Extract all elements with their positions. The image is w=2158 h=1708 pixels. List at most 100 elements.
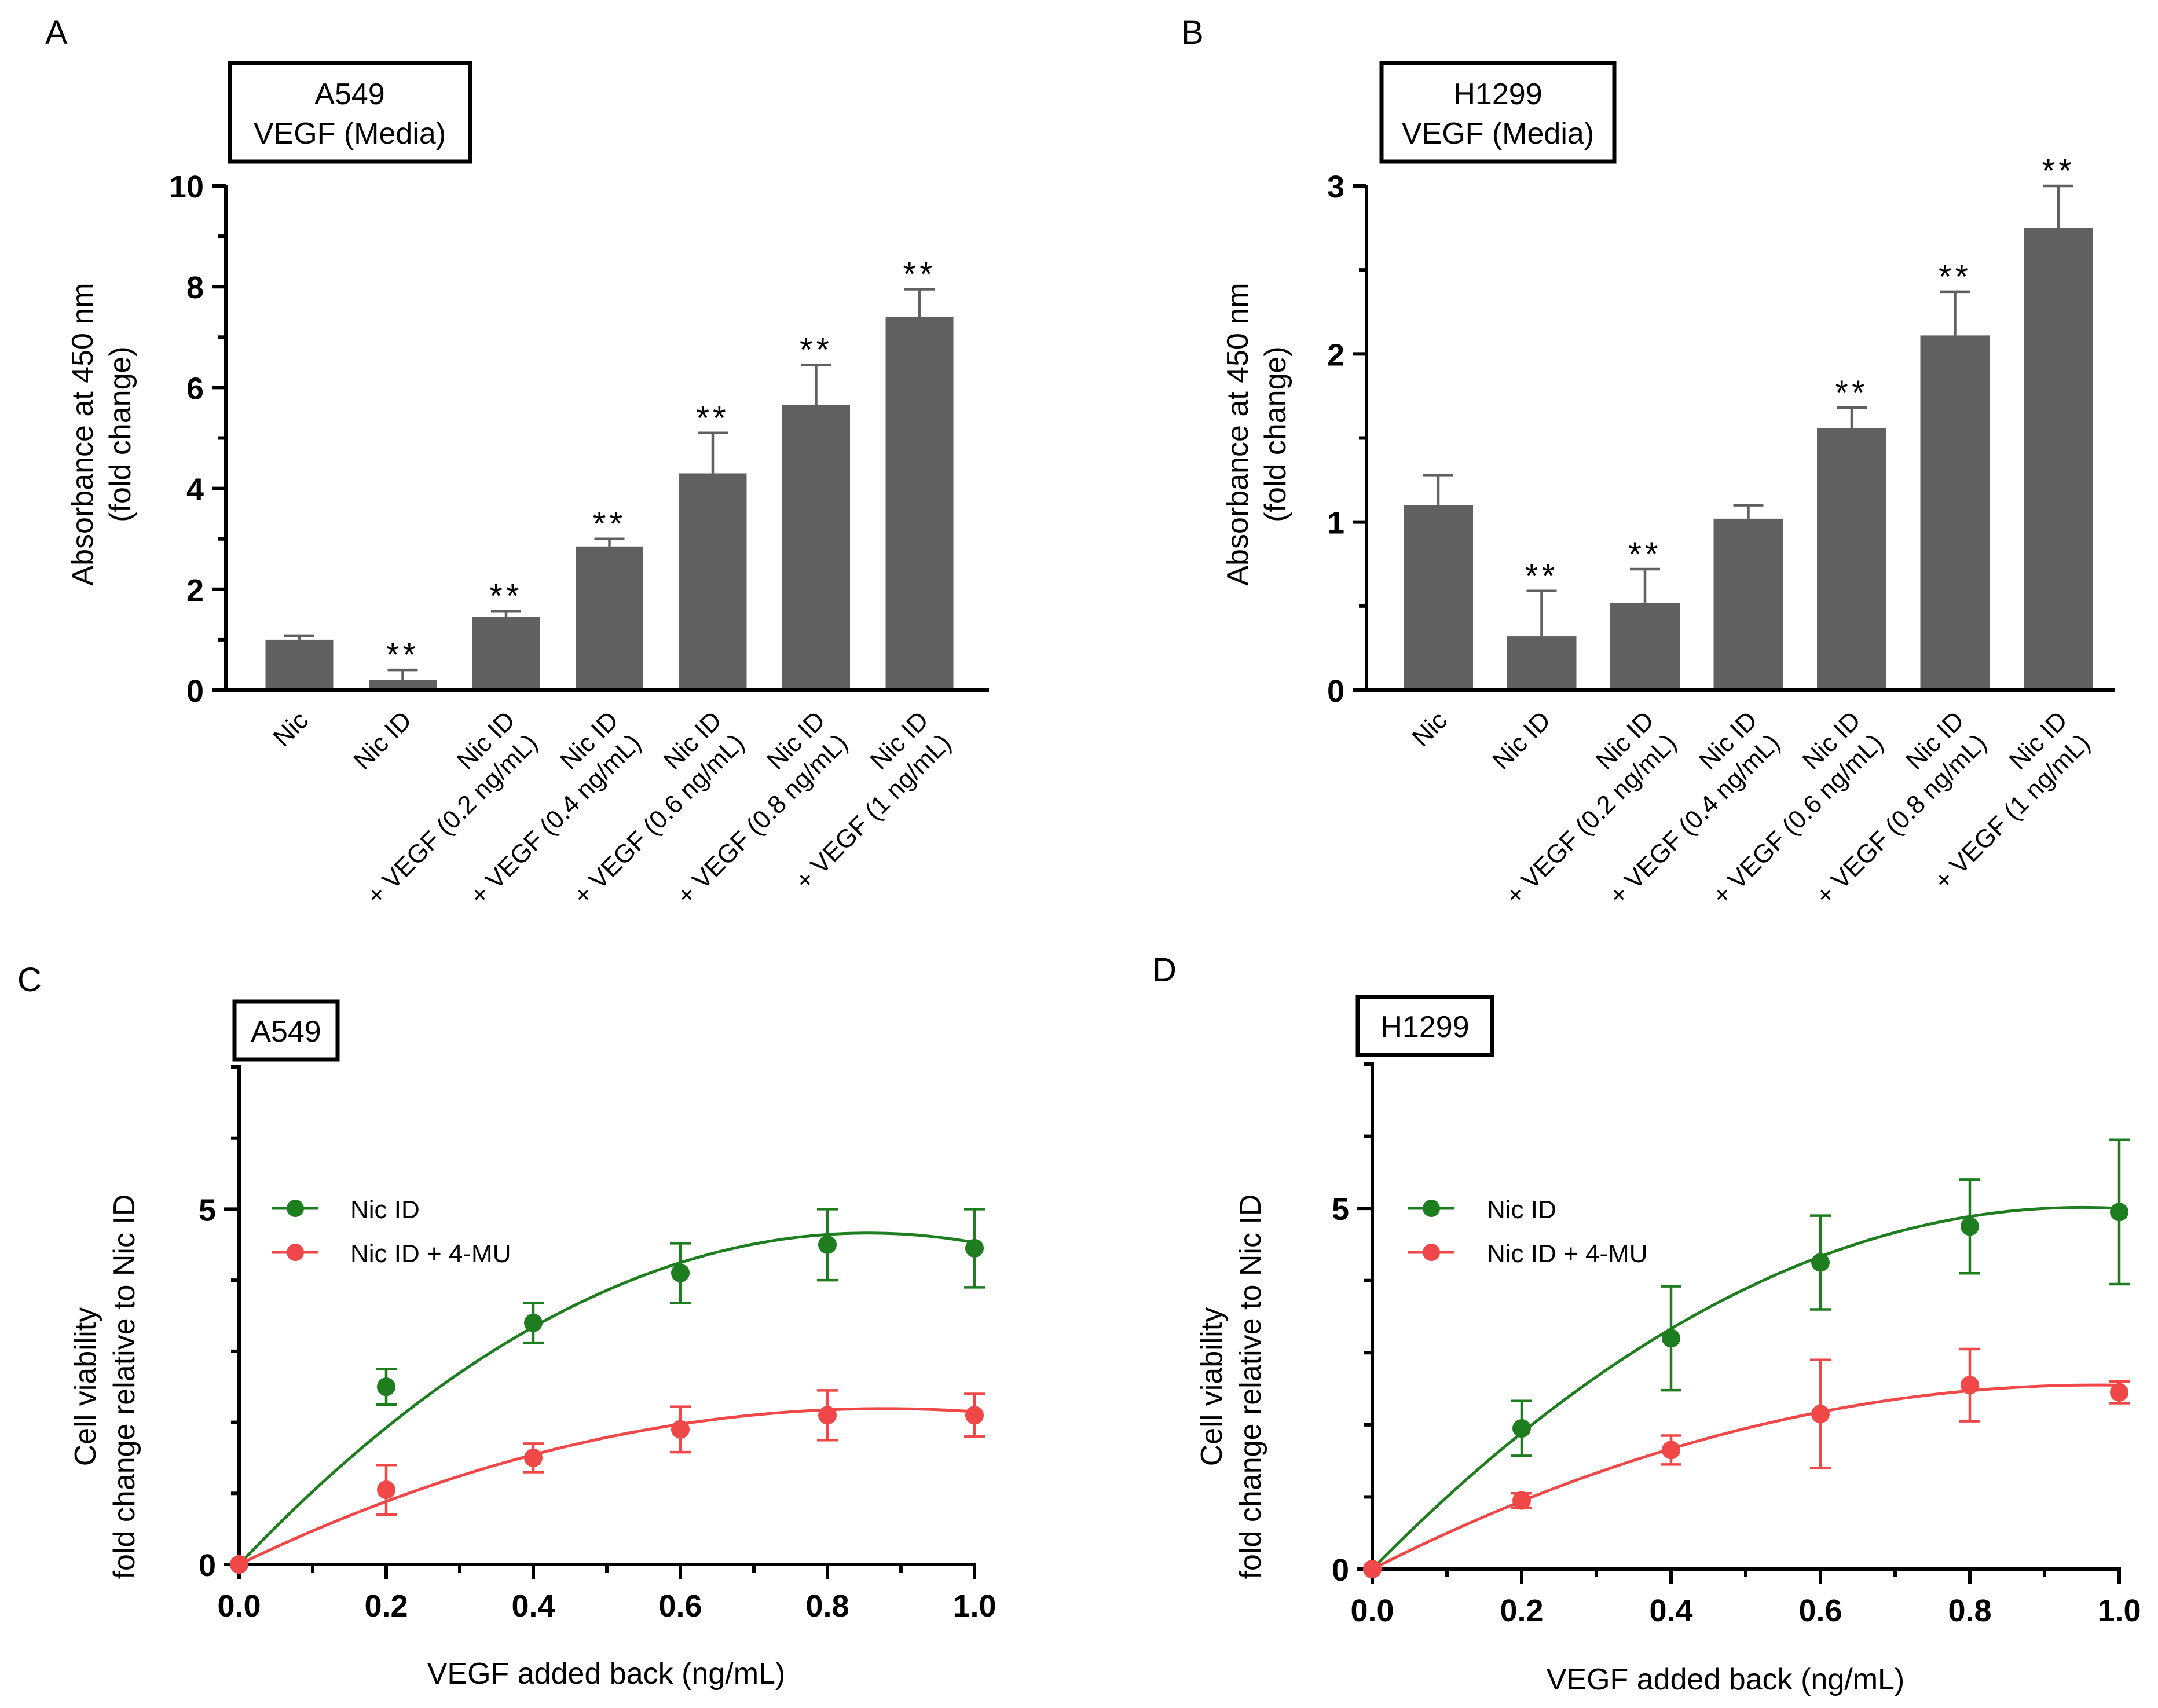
pc-x-tick-label: 0.4 [511,1589,555,1623]
pd-data-point [1363,1560,1382,1578]
panel-c-title: A549 [251,1015,321,1049]
pa-y-tick-label: 4 [186,472,204,507]
pb-significance-marker: ** [2042,152,2075,190]
pc-x-tick-label: 0.8 [805,1589,849,1623]
pd-x-tick-label: 0.8 [1948,1593,1991,1628]
pc-x-tick-label: 0.6 [658,1589,702,1623]
pc-data-point [818,1406,837,1425]
panel-a-title-line-2: VEGF (Media) [254,117,446,151]
pc-data-point [377,1480,395,1500]
panel-c-ylabel-line-1: Cell viability [69,1307,102,1467]
pa-significance-marker: ** [489,577,522,615]
pc-data-point [524,1448,543,1467]
pd-data-point [1961,1376,1979,1395]
pd-data-point [1512,1419,1531,1438]
panel-c-legend-marker-nic-id [287,1200,304,1217]
pc-data-point [377,1377,395,1397]
panel-d-title-box [1355,995,1494,1057]
pc-y-tick-label: 5 [199,1193,216,1227]
panel-d-legend-marker-nic-id-4mu [1423,1244,1440,1261]
pb-y-tick-label: 0 [1327,674,1344,709]
pb-bar [1507,636,1577,690]
panel-d-xlabel: VEGF added back (ng/mL) [1547,1663,1905,1696]
pd-data-point [2110,1203,2128,1222]
panel-a-ylabel-line-2: (fold change) [104,346,137,522]
pa-significance-marker: ** [696,399,729,437]
pc-data-point [965,1406,984,1425]
panel-d-ylabel-line-1: Cell viability [1195,1307,1229,1467]
panel-c-ylabel-line-2: fold change relative to Nic ID [108,1194,141,1579]
pa-bar [782,405,850,690]
pd-fit-curve [1371,1205,2120,1570]
pb-bar [1713,518,1783,690]
pb-bar [1817,428,1886,690]
panel-c-plot-area [230,1208,985,1574]
panel-d-legend: Nic ID Nic ID + 4-MU [1408,1196,1647,1268]
pa-y-tick-label: 0 [186,674,204,709]
panel-letter-d: D [1152,951,1177,989]
pb-bar [1404,505,1473,690]
pa-significance-marker: ** [800,331,833,369]
pa-bar [679,473,747,690]
panel-c-legend-label-nic-id: Nic ID [350,1196,420,1224]
panel-letter-c: C [17,961,42,999]
panel-d-scatter-chart: H1299 Cell viability fold change relativ… [1195,995,2141,1696]
panel-d-title: H1299 [1380,1010,1469,1044]
pd-data-point [1961,1217,1979,1236]
pb-y-tick-label: 2 [1327,338,1344,372]
panel-a-bars: ** ** ** ** ** ** [265,256,954,690]
pd-data-point [2110,1383,2128,1402]
panel-a-ylabel-line-1: Absorbance at 450 nm [66,283,100,585]
pb-y-tick-label: 1 [1327,506,1344,541]
panel-c-legend: Nic ID Nic ID + 4-MU [272,1196,511,1268]
panel-c-xlabel: VEGF added back (ng/mL) [427,1657,786,1691]
pc-x-tick-label: 0.0 [217,1589,261,1623]
pc-data-point [671,1263,690,1282]
pd-data-point [1662,1329,1680,1348]
pd-y-tick-label: 5 [1332,1192,1349,1227]
pb-y-tick-label: 3 [1327,170,1344,204]
pa-y-tick-label: 6 [186,371,204,406]
panel-a-title-line-1: A549 [314,78,384,111]
pb-significance-marker: ** [1525,558,1558,595]
pd-x-tick-label: 0.6 [1798,1593,1842,1628]
panel-b-bars: ** ** ** ** ** [1404,152,2093,690]
panel-a-title-box [228,61,472,164]
pc-y-tick-label: 0 [199,1548,216,1583]
panel-d-ylabel-line-2: fold change relative to Nic ID [1234,1194,1267,1579]
pd-x-tick-label: 0.0 [1350,1593,1394,1628]
pa-bar [472,617,540,690]
panel-c-scatter-chart: A549 Cell viability fold change relative… [69,999,996,1691]
panel-b-title-box [1379,61,1617,164]
panel-letter-b: B [1181,14,1204,52]
panel-b-ylabel-line-2: (fold change) [1259,346,1292,522]
panel-d-ticks: 0.0 0.2 0.4 0.6 0.8 1.0 0 5 [1332,1062,2141,1628]
pd-y-tick-label: 0 [1332,1553,1349,1588]
pd-data-point [1811,1253,1830,1272]
panel-b-y-ticks: 0 1 2 3 [1327,170,1366,709]
pd-data-point [1512,1491,1531,1510]
panel-d-legend-label-nic-id-4mu: Nic ID + 4-MU [1487,1240,1647,1268]
pc-data-point [671,1420,690,1439]
panel-c-legend-label-nic-id-4mu: Nic ID + 4-MU [350,1240,511,1268]
panel-c-title-box [232,999,340,1062]
pd-fit-curve [1371,1383,2120,1571]
pd-data-point [1662,1441,1680,1460]
panel-d-legend-marker-nic-id [1423,1200,1440,1217]
pa-y-tick-label: 10 [169,170,204,204]
pb-bar [1920,335,1990,690]
pa-significance-marker: ** [593,505,626,543]
pa-bar [265,639,334,690]
pa-significance-marker: ** [386,636,419,674]
panel-a-y-ticks: 0 2 4 6 8 10 [169,170,226,709]
pd-x-tick-label: 0.4 [1649,1593,1692,1628]
pa-significance-marker: ** [903,256,936,294]
panel-c-legend-marker-nic-id-4mu [287,1244,304,1261]
pa-y-tick-label: 8 [186,270,204,305]
panel-d-plot-area [1363,1138,2130,1578]
pd-x-tick-label: 0.2 [1500,1593,1543,1628]
pc-x-tick-label: 1.0 [952,1589,996,1623]
pc-data-point [965,1238,984,1258]
pb-bar [1610,603,1680,690]
pc-fit-curve [238,1407,975,1566]
